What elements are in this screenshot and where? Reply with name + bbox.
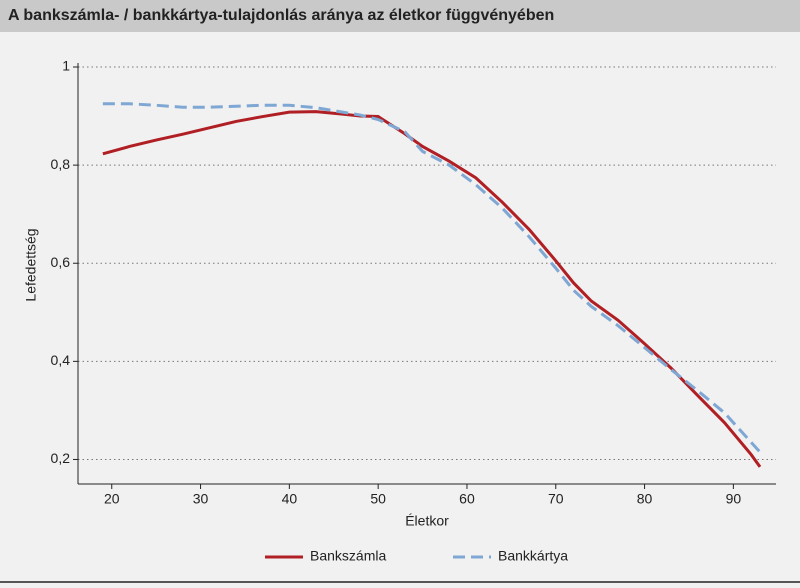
x-axis-label: Életkor: [405, 513, 449, 529]
title-bar: [0, 0, 800, 32]
chart-title: A bankszámla- / bankkártya-tulajdonlás a…: [8, 7, 554, 24]
y-tick-label: 0,2: [51, 450, 71, 466]
series-line: [102, 102, 762, 454]
x-tick-label: 40: [282, 491, 298, 507]
legend-label: Bankszámla: [310, 548, 386, 564]
y-tick-label: 0,4: [51, 352, 71, 368]
series-line: [102, 110, 762, 468]
legend-label: Bankkártya: [498, 548, 568, 564]
x-tick-label: 80: [637, 491, 653, 507]
y-axis-label: Lefedettség: [23, 228, 39, 301]
y-tick-label: 0,8: [51, 156, 71, 172]
x-tick-label: 20: [104, 491, 120, 507]
x-tick-label: 50: [370, 491, 386, 507]
x-tick-label: 90: [726, 491, 742, 507]
y-tick-label: 0,6: [51, 254, 71, 270]
x-tick-label: 70: [548, 491, 564, 507]
y-tick-label: 1: [62, 58, 70, 74]
x-tick-label: 30: [193, 491, 209, 507]
x-tick-label: 60: [459, 491, 475, 507]
